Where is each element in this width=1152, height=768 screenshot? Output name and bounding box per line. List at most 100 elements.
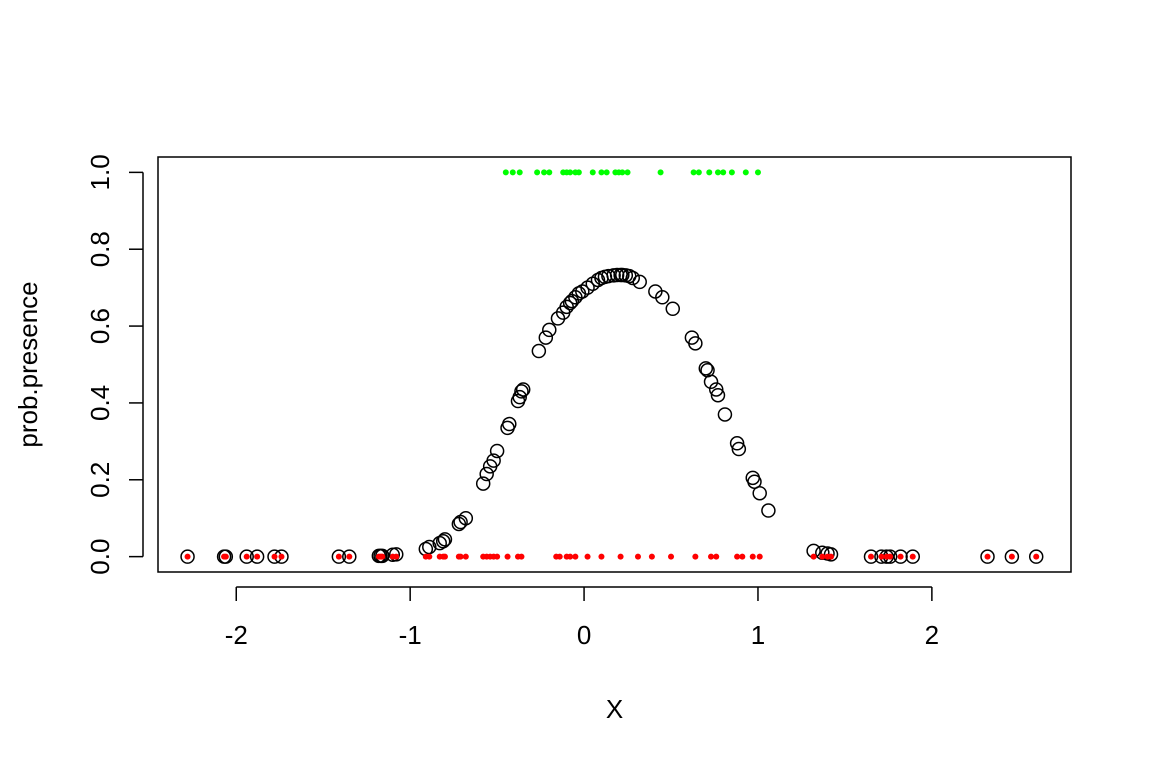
y-axis-label: prob.presence — [13, 281, 43, 447]
x-tick-label: 2 — [925, 620, 939, 650]
data-point-circle — [538, 330, 554, 345]
data-point-dot — [714, 169, 721, 176]
data-point-dot — [692, 553, 699, 560]
data-point-dot — [462, 553, 469, 560]
data-point-dot — [598, 553, 605, 560]
data-point-circle — [688, 336, 703, 351]
data-point-dot — [518, 553, 525, 560]
data-point-dot — [346, 553, 353, 560]
data-point-dot — [754, 169, 761, 176]
data-point-dot — [589, 169, 596, 176]
data-point-circle — [731, 441, 747, 457]
data-point-circle — [512, 389, 527, 405]
data-point-dot — [254, 553, 261, 560]
plot-frame — [157, 156, 1072, 573]
data-point-dot — [598, 169, 605, 176]
data-point-dot — [541, 169, 548, 176]
data-point-circle — [458, 510, 474, 526]
data-point-circle — [710, 387, 726, 403]
x-tick-label: 1 — [751, 620, 765, 650]
data-point-circle — [180, 549, 195, 564]
data-point-dot — [617, 553, 624, 560]
data-point-circle — [632, 274, 647, 290]
data-point-dot — [271, 553, 278, 560]
data-point-dot — [690, 169, 697, 176]
data-point-circle — [823, 547, 839, 562]
data-point-dot — [819, 553, 826, 560]
data-point-dot — [909, 553, 916, 560]
data-point-circle — [708, 382, 724, 397]
x-tick-label: -2 — [225, 620, 248, 650]
data-point-dot — [184, 553, 191, 560]
y-tick-label: 1.0 — [85, 154, 115, 190]
data-point-dot — [749, 553, 756, 560]
y-tick-label: 0.4 — [85, 385, 115, 421]
data-point-circle — [435, 534, 451, 549]
data-point-circle — [388, 547, 404, 562]
data-point-dot — [739, 553, 746, 560]
data-point-circle — [590, 272, 606, 288]
data-point-circle — [542, 322, 557, 338]
data-point-dot — [648, 553, 655, 560]
data-point-circle — [437, 532, 453, 547]
data-point-dot — [494, 553, 501, 560]
data-point-circle — [717, 407, 733, 422]
y-axis: 0.0 0.2 0.4 0.6 0.8 1.0 — [85, 154, 144, 575]
data-point-circle — [515, 382, 531, 397]
data-point-dot — [502, 169, 509, 176]
data-point-circle — [863, 549, 879, 564]
data-point-dot — [728, 169, 735, 176]
data-point-dot — [742, 169, 749, 176]
x-tick-label: -1 — [399, 620, 422, 650]
data-point-dot — [379, 553, 386, 560]
data-point-dot — [243, 553, 250, 560]
data-point-dot — [708, 553, 715, 560]
data-point-circle — [239, 549, 254, 564]
data-point-circle — [980, 549, 995, 564]
data-point-circle — [342, 549, 357, 564]
data-point-dot — [706, 169, 713, 176]
data-point-circle — [375, 548, 390, 564]
y-tick-label: 0.2 — [85, 462, 115, 498]
data-point-dot — [878, 553, 885, 560]
data-point-dot — [897, 553, 904, 560]
x-axis-label: X — [606, 694, 623, 724]
data-point-circle — [665, 301, 681, 317]
data-point-dot — [713, 553, 720, 560]
data-point-circle — [752, 485, 767, 501]
data-point-dot — [509, 169, 516, 176]
data-point-dot — [810, 553, 817, 560]
data-point-dot — [393, 553, 400, 560]
data-point-circle — [489, 443, 505, 459]
data-point-dot — [457, 553, 464, 560]
data-point-dot — [572, 553, 579, 560]
data-point-dot — [1033, 553, 1040, 560]
data-point-dot — [335, 553, 342, 560]
data-point-dot — [1008, 553, 1015, 560]
data-point-circle — [625, 270, 641, 286]
data-point-dot — [567, 169, 574, 176]
data-point-dot — [534, 169, 541, 176]
data-point-dot — [619, 169, 626, 176]
data-point-circle — [531, 343, 547, 359]
data-point-circle — [1028, 549, 1044, 564]
data-point-dot — [603, 169, 610, 176]
data-point-dot — [441, 553, 448, 560]
x-axis: -2 -1 0 1 2 — [225, 586, 939, 650]
data-point-dot — [584, 553, 591, 560]
data-point-dot — [567, 553, 574, 560]
data-point-dot — [556, 553, 563, 560]
data-point-circle — [502, 416, 517, 432]
data-point-circle — [486, 453, 501, 468]
data-point-dot — [657, 169, 664, 176]
data-point-circle — [703, 374, 719, 390]
data-point-circle — [331, 549, 347, 564]
data-point-dot — [868, 553, 875, 560]
data-point-dot — [828, 553, 835, 560]
y-tick-label: 0.8 — [85, 231, 115, 267]
data-point-dot — [575, 169, 582, 176]
data-point-circle — [729, 436, 745, 451]
data-point-circle — [218, 549, 234, 564]
data-point-circle — [893, 549, 908, 564]
